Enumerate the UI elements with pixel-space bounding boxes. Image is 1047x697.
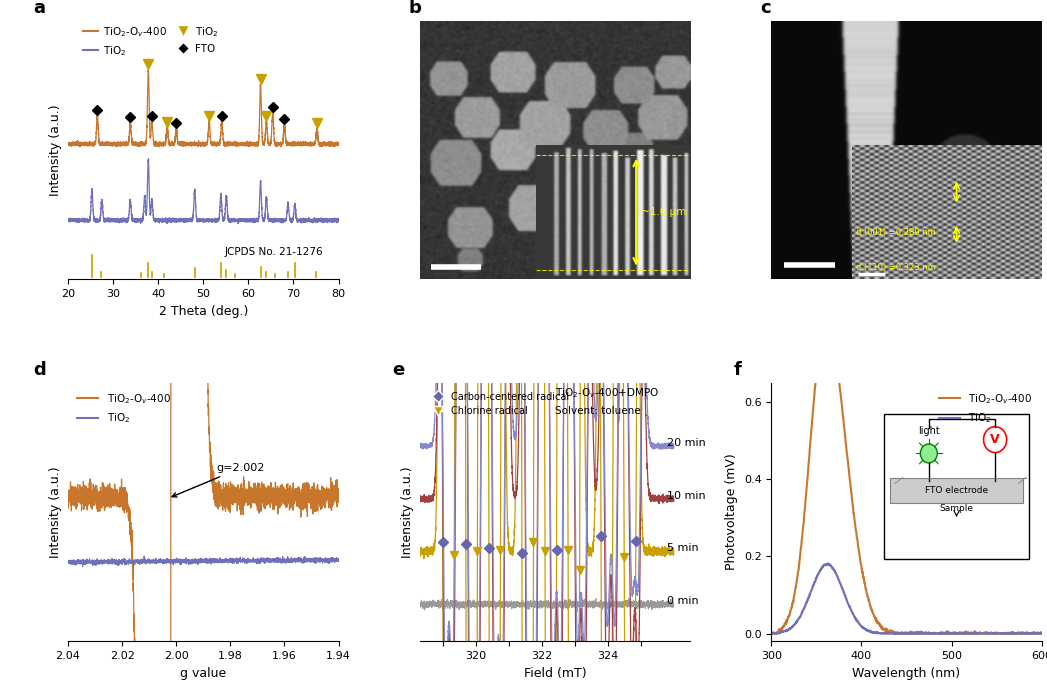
Legend: TiO$_2$-O$_v$-400, TiO$_2$: TiO$_2$-O$_v$-400, TiO$_2$ <box>935 388 1037 429</box>
Legend: Carbon-centered radical, Chlorine radical: Carbon-centered radical, Chlorine radica… <box>424 388 573 420</box>
Y-axis label: Intensity (a.u.): Intensity (a.u.) <box>49 105 63 196</box>
Text: d: d <box>32 361 46 379</box>
Text: JCPDS No. 21-1276: JCPDS No. 21-1276 <box>225 247 324 256</box>
X-axis label: Wavelength (nm): Wavelength (nm) <box>852 666 960 680</box>
Text: a: a <box>32 0 45 17</box>
Text: c: c <box>760 0 771 17</box>
Legend: TiO$_2$-O$_v$-400, TiO$_2$: TiO$_2$-O$_v$-400, TiO$_2$ <box>73 388 175 429</box>
Text: 0 min: 0 min <box>667 596 698 606</box>
Text: b: b <box>408 0 422 17</box>
Y-axis label: Photovoltage (mV): Photovoltage (mV) <box>726 454 738 570</box>
Text: g=2.002: g=2.002 <box>172 463 265 497</box>
Y-axis label: Intensity (a.u.): Intensity (a.u.) <box>49 466 63 558</box>
Text: 5 min: 5 min <box>667 544 698 553</box>
Text: f: f <box>733 361 741 379</box>
Text: 20 min: 20 min <box>667 438 706 448</box>
X-axis label: Field (mT): Field (mT) <box>524 666 586 680</box>
X-axis label: 2 Theta (deg.): 2 Theta (deg.) <box>158 305 248 318</box>
Y-axis label: Intensity (a.u.): Intensity (a.u.) <box>401 466 415 558</box>
Legend: TiO$_2$-O$_v$-400, TiO$_2$, TiO$_2$, FTO: TiO$_2$-O$_v$-400, TiO$_2$, TiO$_2$, FTO <box>79 21 222 62</box>
Text: Solvent: toluene: Solvent: toluene <box>555 406 641 416</box>
Text: e: e <box>393 361 405 379</box>
Text: 10 min: 10 min <box>667 491 706 500</box>
X-axis label: g value: g value <box>180 666 226 680</box>
Text: TiO$_2$-O$_v$-400+DMPO: TiO$_2$-O$_v$-400+DMPO <box>555 387 659 401</box>
